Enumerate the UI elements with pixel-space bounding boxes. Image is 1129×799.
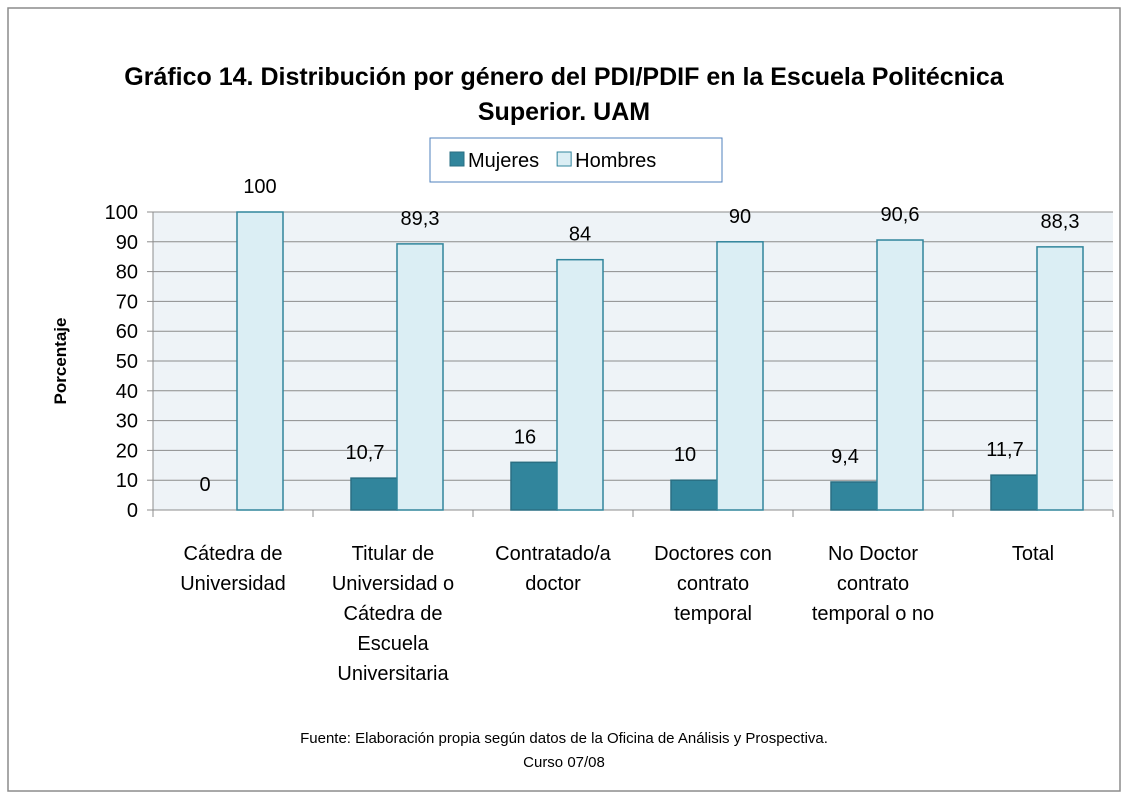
y-axis-label: Porcentaje [51,318,70,405]
legend-box [429,137,723,183]
bar [556,258,604,511]
y-tick-label: 70 [116,291,138,313]
x-tick-label: Cátedra de Universidad [180,543,286,595]
legend-label: Hombres [575,150,656,172]
legend-swatch [556,151,572,167]
x-tick-label: Titular de Universidad o Cátedra de Escuela… [332,543,454,685]
data-label: 16 [514,426,536,448]
source-note: Fuente: Elaboración propia según datos d… [300,730,828,747]
bar [396,243,444,511]
legend-label: Mujeres [468,150,539,172]
data-label: 10 [674,444,696,466]
y-tick-label: 30 [116,411,138,433]
data-label: 89,3 [401,208,440,230]
x-tick-label: Doctores con contrato temporal [654,543,772,625]
y-tick-label: 0 [127,500,138,522]
y-tick-label: 50 [116,351,138,373]
y-tick-label: 60 [116,321,138,343]
y-tick-label: 20 [116,440,138,462]
x-tick-label: Total [1012,543,1054,565]
chart-title: Gráfico 14. Distribución por género del … [124,63,1005,126]
bar [510,461,558,511]
data-label: 90,6 [881,204,920,226]
bar [236,211,284,511]
data-label: 90 [729,206,751,228]
data-label: 10,7 [346,442,385,464]
y-tick-label: 100 [105,202,138,224]
x-tick-label: No Doctor contrato temporal o no [812,543,934,625]
data-label: 84 [569,224,591,246]
y-tick-label: 90 [116,232,138,254]
data-label: 11,7 [986,439,1023,461]
bar [990,474,1038,511]
source-note: Curso 07/08 [523,754,605,771]
data-label: 9,4 [831,446,859,468]
data-label: 88,3 [1041,211,1080,233]
y-tick-label: 80 [116,262,138,284]
bar [350,477,398,511]
bar [830,481,878,511]
data-label: 0 [199,474,210,496]
bar [716,241,764,511]
bar [1036,246,1084,511]
y-tick-label: 40 [116,381,138,403]
bar [670,479,718,511]
x-tick-label: Contratado/a doctor [495,543,612,595]
bar [876,239,924,511]
y-tick-label: 10 [116,470,138,492]
data-label: 100 [243,176,276,198]
legend-swatch [449,151,465,167]
